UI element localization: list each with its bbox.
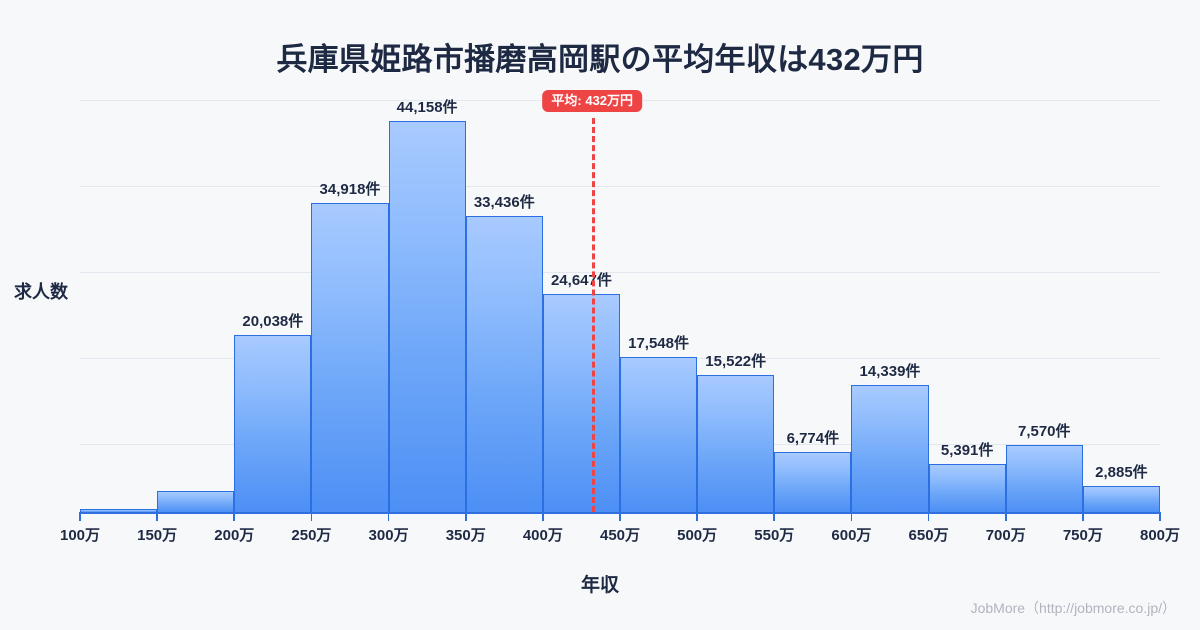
gridline: [80, 272, 1160, 273]
histogram-bin[interactable]: 5,391件: [928, 90, 1006, 512]
histogram-bin[interactable]: [157, 90, 235, 512]
x-axis-tick: [233, 512, 236, 521]
bar-value-label: 17,548件: [628, 334, 690, 352]
bar[interactable]: [234, 334, 312, 512]
bar[interactable]: [311, 203, 389, 512]
x-axis-tick: [542, 512, 544, 521]
histogram-bin[interactable]: 24,647件: [542, 90, 620, 512]
x-axis-tick: [696, 512, 698, 521]
plot-area: 20,038件 34,918件 44,158件 33,436件 24,647件 17,54…: [60, 90, 1180, 544]
histogram-bin[interactable]: 44,158件: [388, 90, 466, 512]
x-axis-tick: [310, 512, 313, 521]
bar[interactable]: [697, 374, 775, 512]
bar[interactable]: [851, 385, 929, 512]
histogram-bin[interactable]: 7,570件: [1005, 90, 1083, 512]
bar-series: 20,038件 34,918件 44,158件 33,436件 24,647件 17,54…: [80, 90, 1160, 512]
x-axis-tick: [464, 512, 467, 521]
bar[interactable]: [774, 452, 852, 512]
x-axis-tick-label: 700万: [985, 527, 1026, 544]
bar-value-label: 7,570件: [1017, 423, 1071, 441]
x-axis-tick-label: 200万: [214, 527, 255, 544]
bar[interactable]: [157, 490, 235, 512]
bar-value-label: 20,038件: [242, 312, 304, 330]
x-axis-tick: [79, 512, 81, 521]
y-axis-title: 求人数: [14, 282, 68, 302]
bar[interactable]: [542, 293, 620, 512]
bar-value-label: 15,522件: [705, 352, 767, 370]
x-axis-baseline: [80, 512, 1160, 514]
histogram-bin[interactable]: 34,918件: [311, 90, 389, 512]
histogram-bin[interactable]: 6,774件: [774, 90, 852, 512]
x-axis-tick-label: 450万: [599, 527, 641, 544]
bar[interactable]: [1005, 445, 1083, 512]
average-badge: 平均: 432万円: [542, 90, 643, 112]
histogram-bin[interactable]: 20,038件: [234, 90, 312, 512]
x-axis-tick-label: 100万: [59, 527, 101, 544]
bar-value-label: 34,918件: [319, 181, 381, 199]
x-axis-tick-label: 650万: [908, 527, 949, 544]
x-axis-tick-label: 350万: [445, 527, 486, 544]
x-axis-tick-label: 750万: [1062, 527, 1103, 544]
bar[interactable]: [465, 216, 543, 512]
histogram-bin[interactable]: 2,885件: [1082, 90, 1160, 512]
bar-value-label: 14,339件: [859, 363, 921, 381]
bar[interactable]: [388, 121, 466, 512]
x-axis-tick: [1159, 512, 1161, 521]
x-axis-tick-label: 800万: [1139, 527, 1181, 544]
bar-value-label: 5,391件: [940, 442, 994, 460]
histogram-bin[interactable]: 14,339件: [851, 90, 929, 512]
x-axis-tick: [1082, 512, 1084, 521]
histogram-bin[interactable]: 15,522件: [697, 90, 775, 512]
page-title: 兵庫県姫路市播磨高岡駅の平均年収は432万円: [276, 42, 924, 77]
bar-value-label: 33,436件: [473, 194, 535, 212]
average-line: [592, 118, 596, 512]
x-axis-tick-label: 150万: [137, 527, 178, 544]
bar-value-label: 24,647件: [550, 271, 612, 289]
x-axis-tick: [156, 512, 158, 521]
x-axis-tick-label: 400万: [522, 527, 563, 544]
x-axis-tick: [619, 512, 621, 521]
bar-value-label: 44,158件: [396, 99, 458, 117]
bar[interactable]: [928, 464, 1006, 512]
bar-value-label: 2,885件: [1095, 464, 1148, 482]
histogram-bin[interactable]: [80, 90, 158, 512]
x-axis-tick: [927, 512, 930, 521]
x-axis-tick: [1004, 512, 1007, 521]
histogram-bin[interactable]: 33,436件: [465, 90, 543, 512]
x-axis-tick-label: 500万: [677, 527, 718, 544]
x-axis-tick-label: 300万: [368, 527, 409, 544]
histogram-bin[interactable]: 17,548件: [620, 90, 698, 512]
x-axis-tick: [387, 512, 390, 521]
x-axis-tick-label: 250万: [291, 527, 332, 544]
x-axis-tick: [850, 512, 853, 521]
x-axis-tick-label: 550万: [754, 527, 795, 544]
x-axis-tick-label: 600万: [831, 527, 872, 544]
footer-credit: JobMore（http://jobmore.co.jp/）: [970, 600, 1176, 616]
gridline: [80, 186, 1160, 187]
bar[interactable]: [620, 356, 698, 512]
x-axis-title: 年収: [580, 575, 619, 596]
bar-value-label: 6,774件: [786, 430, 840, 448]
x-axis-tick: [773, 512, 776, 521]
bar[interactable]: [1082, 486, 1160, 512]
bar[interactable]: [80, 509, 158, 512]
